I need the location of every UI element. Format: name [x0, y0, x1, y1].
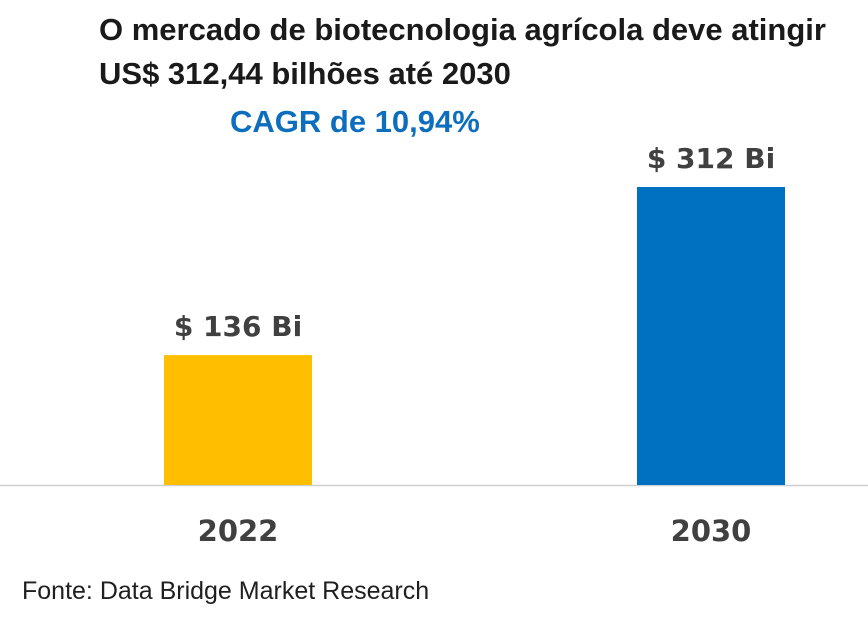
data-label-2030: $ 312 Bi	[647, 142, 775, 175]
data-label-2022: $ 136 Bi	[174, 310, 302, 343]
x-tick-label-2022: 2022	[198, 514, 279, 548]
chart-title: O mercado de biotecnologia agrícola deve…	[99, 12, 826, 91]
chart-subtitle: CAGR de 10,94%	[230, 104, 480, 139]
source-note: Fonte: Data Bridge Market Research	[22, 577, 430, 605]
bar-2030	[637, 187, 785, 485]
x-tick-label-2030: 2030	[671, 514, 752, 548]
bar-2022	[164, 355, 312, 485]
